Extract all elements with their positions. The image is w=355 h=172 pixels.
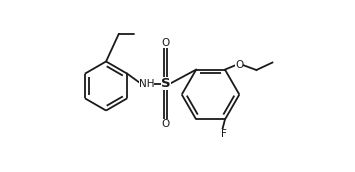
Text: F: F: [222, 129, 227, 139]
Text: O: O: [162, 38, 170, 48]
Text: NH: NH: [139, 79, 154, 89]
Text: S: S: [161, 77, 171, 90]
Text: O: O: [235, 60, 244, 70]
Text: O: O: [162, 119, 170, 129]
